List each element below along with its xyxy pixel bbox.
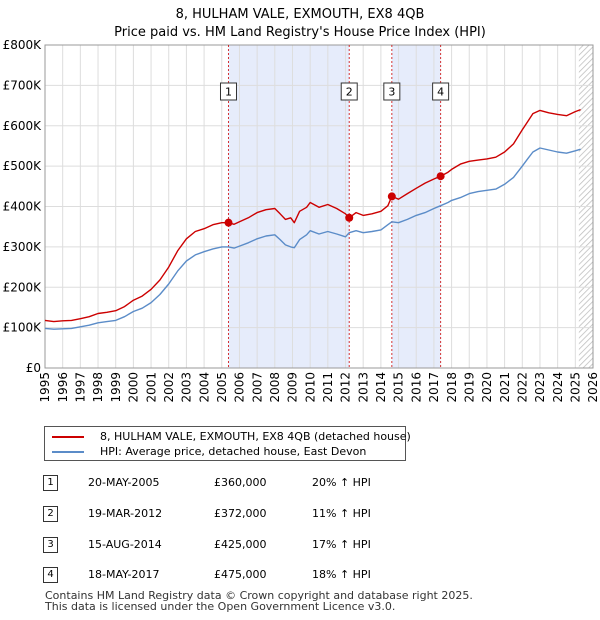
price-chart: 8, HULHAM VALE, EXMOUTH, EX8 4QB Price p… — [3, 7, 600, 403]
x-tick-label: 2001 — [144, 372, 158, 403]
x-tick-label: 1997 — [74, 372, 88, 403]
x-tick-label: 1995 — [38, 372, 52, 403]
y-tick-label: £700K — [3, 78, 43, 92]
hpi-line — [44, 147, 581, 330]
x-tick-label: 2015 — [392, 372, 406, 403]
y-tick-label: £200K — [3, 280, 43, 294]
y-tick-label: £800K — [3, 38, 43, 52]
x-tick-label: 2019 — [462, 372, 476, 403]
chart-legend: 8, HULHAM VALE, EXMOUTH, EX8 4QB (detach… — [44, 426, 411, 461]
sale-point — [345, 213, 354, 222]
y-tick-label: £400K — [3, 200, 43, 214]
sale-price: £425,000 — [214, 538, 267, 551]
sale-date: 18-MAY-2017 — [88, 568, 160, 581]
sale-number-badge: 1 — [43, 475, 58, 491]
x-tick-label: 2022 — [515, 372, 529, 403]
legend-label-property: 8, HULHAM VALE, EXMOUTH, EX8 4QB (detach… — [100, 430, 411, 443]
x-tick-label: 2000 — [127, 372, 141, 403]
sale-marker-label: 2 — [346, 86, 353, 99]
sale-row: 1 20-MAY-2005 £360,000 20% ↑ HPI — [0, 475, 600, 495]
sale-hpi-change: 20% ↑ HPI — [312, 476, 371, 489]
x-tick-label: 2021 — [498, 372, 512, 403]
x-tick-label: 2020 — [480, 372, 494, 403]
x-tick-label: 2011 — [321, 372, 335, 403]
footer-copyright: Contains HM Land Registry data © Crown c… — [45, 589, 473, 602]
sale-number-badge: 3 — [43, 537, 58, 553]
sale-point — [224, 218, 233, 227]
x-tick-label: 2004 — [197, 372, 211, 403]
sale-hpi-change: 11% ↑ HPI — [312, 507, 371, 520]
sale-marker-box — [219, 82, 237, 101]
x-tick-label: 2014 — [374, 372, 388, 403]
sale-price: £360,000 — [214, 476, 267, 489]
sale-point — [436, 172, 445, 181]
sale-number-badge: 2 — [43, 506, 58, 522]
sale-marker-label: 1 — [225, 86, 232, 99]
legend-label-hpi: HPI: Average price, detached house, East… — [100, 445, 367, 458]
x-tick-label: 1996 — [56, 372, 70, 403]
chart-title: 8, HULHAM VALE, EXMOUTH, EX8 4QB — [176, 7, 425, 22]
x-tick-label: 1999 — [109, 372, 123, 403]
legend-item-hpi: HPI: Average price, detached house, East… — [45, 444, 405, 460]
legend-swatch-hpi — [52, 451, 84, 453]
x-tick-label: 2009 — [286, 372, 300, 403]
sale-row: 4 18-MAY-2017 £475,000 18% ↑ HPI — [0, 567, 600, 587]
y-tick-label: £100K — [3, 321, 43, 335]
x-tick-label: 2024 — [551, 372, 565, 403]
plot-border — [44, 44, 594, 369]
x-tick-label: 2002 — [162, 372, 176, 403]
sale-date: 20-MAY-2005 — [88, 476, 160, 489]
sale-number-badge: 4 — [43, 567, 58, 583]
sale-hpi-change: 18% ↑ HPI — [312, 568, 371, 581]
x-tick-label: 2023 — [533, 372, 547, 403]
sale-date: 19-MAR-2012 — [88, 507, 163, 520]
sale-marker-label: 4 — [437, 86, 444, 99]
sale-row: 3 15-AUG-2014 £425,000 17% ↑ HPI — [0, 537, 600, 557]
x-tick-label: 2006 — [233, 372, 247, 403]
x-tick-label: 2017 — [427, 372, 441, 403]
x-tick-label: 2007 — [250, 372, 264, 403]
x-tick-label: 2025 — [569, 372, 583, 403]
x-tick-label: 2010 — [303, 372, 317, 403]
x-tick-label: 2012 — [339, 372, 353, 403]
legend-item-property: 8, HULHAM VALE, EXMOUTH, EX8 4QB (detach… — [45, 429, 411, 445]
footer-attribution: Contains HM Land Registry data © Crown c… — [45, 590, 473, 612]
sale-marker-box — [340, 82, 358, 101]
sale-marker-box — [432, 82, 450, 101]
sale-marker-box — [383, 82, 401, 101]
x-tick-label: 2016 — [409, 372, 423, 403]
sale-point — [387, 192, 396, 201]
y-tick-label: £300K — [3, 240, 43, 254]
x-tick-label: 2008 — [268, 372, 282, 403]
y-tick-label: £500K — [3, 159, 43, 173]
x-tick-label: 2005 — [215, 372, 229, 403]
sale-marker-label: 3 — [388, 86, 395, 99]
y-tick-label: £600K — [3, 119, 43, 133]
footer-licence: This data is licensed under the Open Gov… — [45, 600, 396, 613]
x-tick-label: 2013 — [356, 372, 370, 403]
x-tick-label: 2026 — [586, 372, 600, 403]
sale-price: £372,000 — [214, 507, 267, 520]
property-price-line — [44, 108, 581, 323]
y-tick-label: £0 — [26, 361, 41, 375]
sale-date: 15-AUG-2014 — [88, 538, 162, 551]
legend-swatch-property — [52, 436, 84, 438]
sale-row: 2 19-MAR-2012 £372,000 11% ↑ HPI — [0, 506, 600, 526]
chart-subtitle: Price paid vs. HM Land Registry's House … — [114, 25, 486, 40]
sale-hpi-change: 17% ↑ HPI — [312, 538, 371, 551]
x-tick-label: 2003 — [180, 372, 194, 403]
x-tick-label: 1998 — [91, 372, 105, 403]
x-tick-label: 2018 — [445, 372, 459, 403]
sale-price: £475,000 — [214, 568, 267, 581]
